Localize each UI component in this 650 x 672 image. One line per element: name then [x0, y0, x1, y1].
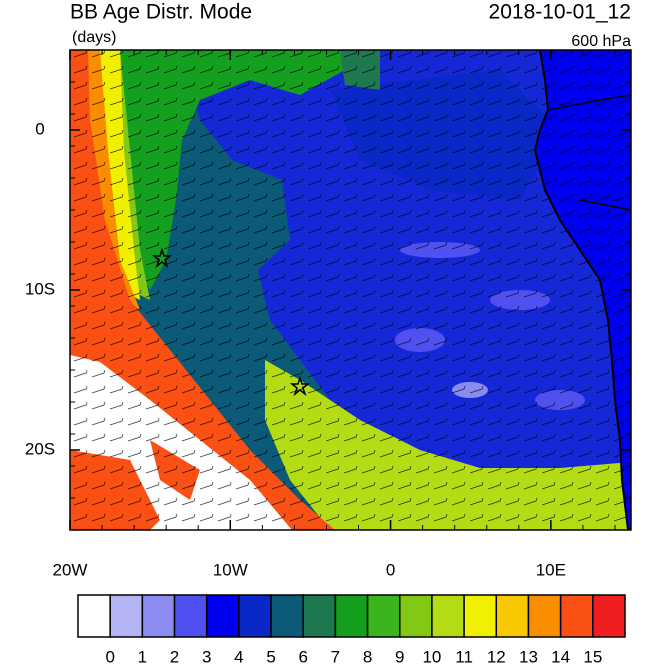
colorbar-label: 6 — [299, 647, 308, 666]
colorbar-label: 4 — [234, 647, 243, 666]
colorbar-swatch — [238, 594, 272, 638]
colorbar-swatch — [141, 594, 176, 638]
colorbar-label: 5 — [266, 647, 275, 666]
x-tick-label: 0 — [386, 560, 395, 579]
colorbar-swatch — [109, 594, 144, 638]
y-tick-label: 0 — [35, 119, 44, 138]
border — [547, 94, 631, 211]
title: BB Age Distr. Mode — [70, 1, 252, 24]
colorbar-label: 10 — [422, 647, 441, 666]
date: 2018-10-01_12 — [489, 1, 631, 24]
colorbar-swatch — [205, 594, 240, 638]
wind-barbs — [70, 50, 631, 530]
colorbar-label: 12 — [487, 647, 506, 666]
colorbar-swatch — [495, 594, 530, 638]
x-tick-label: 20W — [53, 560, 88, 579]
colorbar-label: 0 — [105, 647, 114, 666]
y-tick-label: 10S — [25, 279, 55, 298]
station-star — [289, 375, 311, 397]
level: 600 hPa — [571, 33, 631, 50]
colorbar-swatch — [559, 594, 594, 638]
colorbar-swatch — [592, 594, 626, 638]
colorbar-label: 2 — [170, 647, 179, 666]
colorbar-label: 14 — [551, 647, 570, 666]
colorbar-swatch — [302, 594, 337, 638]
colorbar-swatch — [270, 594, 304, 638]
colorbar-label: 7 — [331, 647, 340, 666]
x-tick-label: 10W — [213, 560, 248, 579]
units: (days) — [72, 29, 116, 46]
colorbar-label: 13 — [519, 647, 538, 666]
colorbar-label: 1 — [138, 647, 147, 666]
coastline — [533, 50, 629, 530]
colorbar-swatch — [431, 594, 465, 638]
colorbar-label: 9 — [395, 647, 404, 666]
colorbar-swatch — [334, 594, 369, 638]
field — [70, 50, 631, 530]
colorbar-swatch — [173, 594, 208, 638]
colorbar-swatch — [366, 594, 401, 638]
colorbar-swatch — [463, 594, 498, 638]
colorbar-swatch — [527, 594, 562, 638]
colorbar: 0 1 2 3 4 5 6 7 8 9 10 11 12 13 14 15 — [77, 594, 626, 666]
station-star — [151, 247, 173, 269]
colorbar-label: 3 — [202, 647, 211, 666]
y-tick-label: 20S — [25, 439, 55, 458]
colorbar-swatch — [77, 594, 111, 638]
colorbar-label: 11 — [455, 647, 473, 666]
colorbar-label: 8 — [363, 647, 372, 666]
colorbar-swatch — [399, 594, 433, 638]
colorbar-label: 15 — [583, 647, 602, 666]
axes: 20W 10W 0 10E 0 10S 20S — [25, 49, 631, 579]
x-tick-label: 10E — [536, 560, 566, 579]
